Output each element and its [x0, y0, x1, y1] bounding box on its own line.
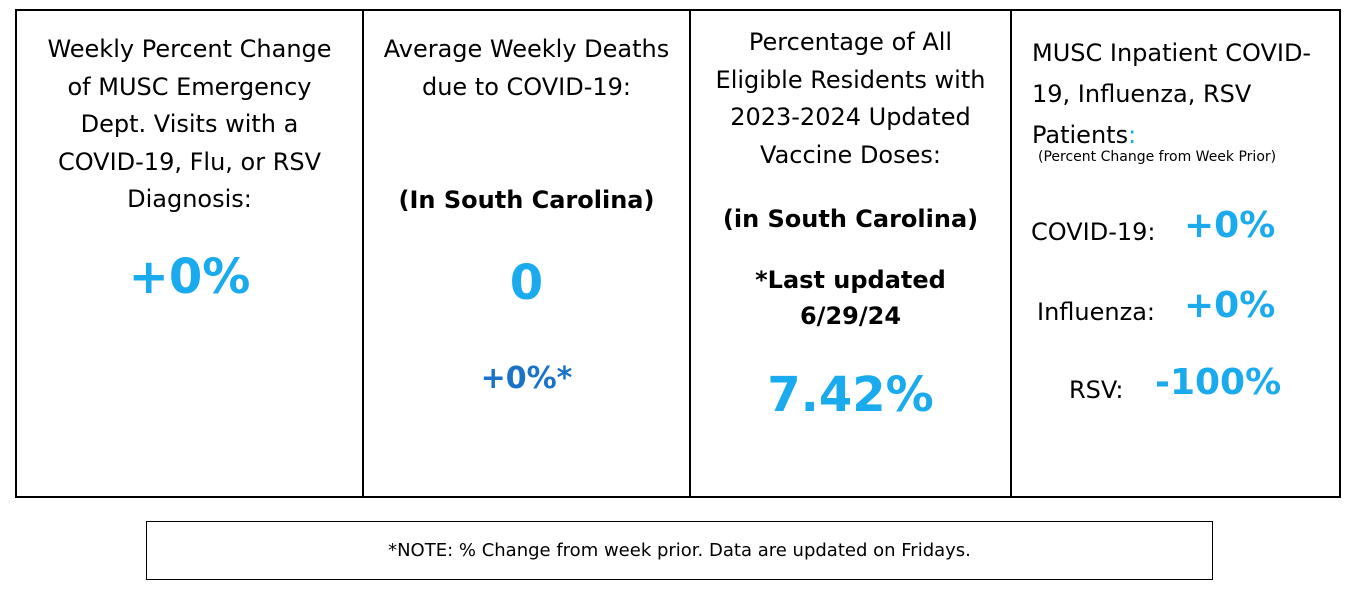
inpatient-heading-colon: : — [1128, 121, 1137, 149]
vaccine-heading-line: Percentage of All — [748, 28, 953, 56]
ed-visits-panel: Weekly Percent Change of MUSC Emergency … — [17, 11, 362, 496]
deaths-heading: Average Weekly Deaths due to COVID-19: — [364, 31, 689, 106]
vaccine-updated: *Last updated 6/29/24 — [691, 262, 1010, 334]
inpatient-heading: MUSC Inpatient COVID- 19, Influenza, RSV… — [1032, 33, 1311, 156]
ed-visits-heading-line: of MUSC Emergency — [67, 72, 312, 101]
deaths-heading-line: Average Weekly Deaths — [383, 35, 670, 63]
vaccine-heading-line: 2023-2024 Updated — [730, 103, 971, 131]
inpatient-heading-line: MUSC Inpatient COVID- — [1032, 39, 1312, 67]
inpatient-panel: MUSC Inpatient COVID- 19, Influenza, RSV… — [1010, 11, 1339, 496]
ed-visits-heading-line: Dept. Visits with a — [80, 110, 299, 138]
ed-visits-heading-line: COVID-19, Flu, or RSV — [57, 147, 322, 176]
ed-visits-heading-line: Weekly Percent Change — [47, 35, 332, 63]
inpatient-heading-line: Patients: — [1032, 115, 1311, 156]
inpatient-heading-line: 19, Influenza, RSV — [1032, 80, 1252, 108]
vaccine-updated-line: *Last updated — [755, 266, 946, 294]
deaths-heading-line: due to COVID-19: — [421, 72, 632, 101]
vaccine-region: (in South Carolina) — [722, 205, 979, 233]
vaccine-heading-line: Vaccine Doses: — [760, 140, 941, 169]
footnote-box: *NOTE: % Change from week prior. Data ar… — [146, 521, 1213, 580]
deaths-change: +0%* — [480, 361, 573, 396]
inpatient-heading-word: Patients — [1032, 121, 1129, 149]
vaccine-heading: Percentage of All Eligible Residents wit… — [691, 24, 1010, 174]
deaths-panel: Average Weekly Deaths due to COVID-19: (… — [362, 11, 689, 496]
rsv-value: -100% — [1155, 362, 1282, 403]
inpatient-subheading: (Percent Change from Week Prior) — [1038, 149, 1277, 165]
covid-value: +0% — [1184, 205, 1276, 246]
vaccine-updated-line: 6/29/24 — [799, 302, 902, 330]
covid-label: COVID-19: — [1031, 218, 1156, 246]
deaths-value: 0 — [509, 255, 544, 311]
rsv-label: RSV: — [1069, 376, 1124, 404]
influenza-value: +0% — [1184, 285, 1276, 326]
influenza-label: Influenza: — [1037, 298, 1155, 326]
ed-visits-heading-line: Diagnosis: — [127, 185, 252, 213]
vaccine-value: 7.42% — [767, 367, 934, 423]
footnote-text: *NOTE: % Change from week prior. Data ar… — [388, 540, 971, 561]
ed-visits-heading: Weekly Percent Change of MUSC Emergency … — [17, 31, 362, 219]
vaccine-panel: Percentage of All Eligible Residents wit… — [689, 11, 1010, 496]
ed-visits-value: +0% — [128, 249, 251, 305]
vaccine-heading-line: Eligible Residents with — [715, 65, 986, 94]
metrics-panel-row: Weekly Percent Change of MUSC Emergency … — [15, 9, 1341, 498]
deaths-region: (In South Carolina) — [398, 186, 655, 214]
